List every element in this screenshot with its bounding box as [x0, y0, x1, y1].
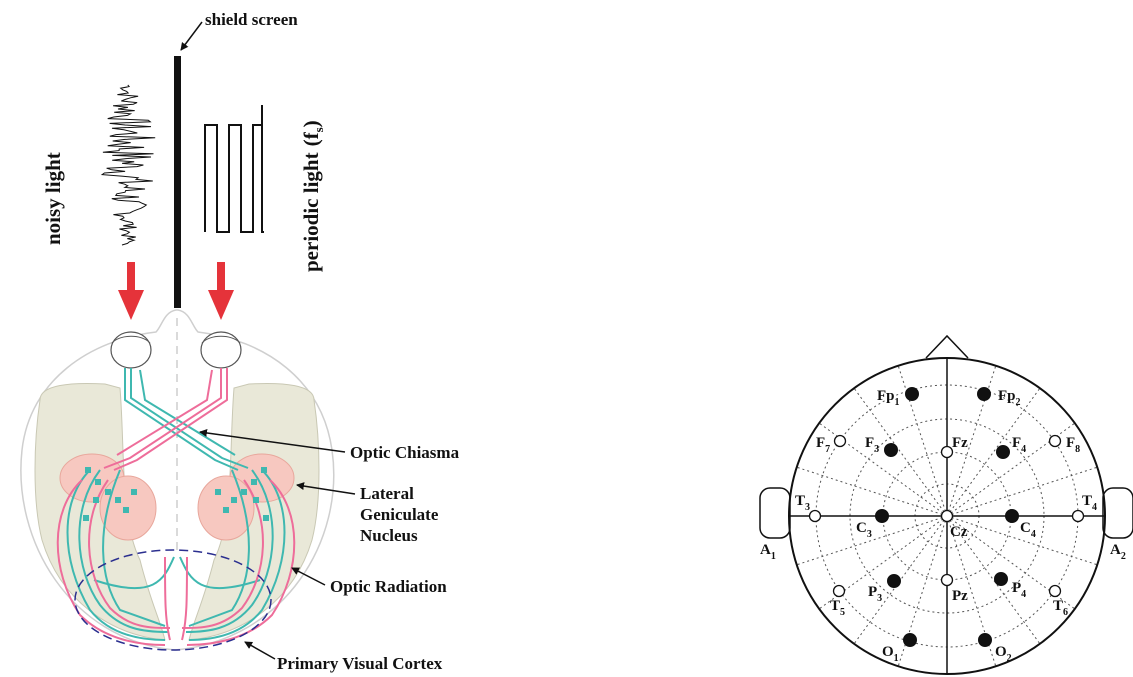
svg-text:P3: P3 — [868, 584, 882, 604]
primary-visual-cortex-label: Primary Visual Cortex — [277, 654, 443, 673]
synapse-marker — [85, 467, 91, 473]
electrode-c4: C4 — [1005, 509, 1036, 540]
synapse-marker — [95, 479, 101, 485]
optic-radiation-pointer — [291, 567, 326, 586]
dotted-radial — [946, 515, 1041, 645]
dotted-radial — [946, 466, 1098, 517]
electrode-t3: T3 — [795, 493, 822, 523]
svg-text:F3: F3 — [865, 435, 879, 455]
left-ear — [759, 487, 791, 539]
nose — [925, 334, 969, 359]
svg-text:F7: F7 — [816, 435, 830, 455]
electrode-t6: T6 — [1048, 584, 1068, 618]
svg-text:C4: C4 — [1020, 520, 1036, 540]
primary-visual-cortex-region — [74, 549, 272, 651]
electrode-t4: T4 — [1071, 493, 1097, 523]
optic-chiasma-pointer — [199, 428, 346, 453]
dotted-radial — [946, 515, 1098, 566]
svg-text:Fp1: Fp1 — [877, 388, 900, 408]
synapse-marker — [131, 489, 137, 495]
right-ear — [1102, 487, 1133, 539]
dotted-radial — [897, 365, 948, 517]
ear-label-a2: A2 — [1110, 542, 1126, 562]
electrode-o1: O1 — [882, 633, 917, 664]
left-eye — [110, 331, 152, 369]
right-eye-arrow — [208, 262, 234, 320]
electrode-f7: F7 — [816, 434, 847, 455]
dotted-radial — [946, 387, 1041, 517]
lgn-label-line1: Lateral — [360, 484, 414, 503]
ear-label-a1: A1 — [760, 542, 776, 562]
synapse-marker — [231, 497, 237, 503]
pink-pathway — [56, 368, 296, 646]
svg-text:F4: F4 — [1012, 435, 1026, 455]
shield-screen-bar — [174, 56, 181, 308]
svg-text:O2: O2 — [995, 644, 1012, 664]
lgn-label-line3: Nucleus — [360, 526, 418, 545]
electrode-t5: T5 — [830, 584, 846, 618]
shield-screen-label: shield screen — [205, 10, 298, 29]
svg-text:F8: F8 — [1066, 435, 1080, 455]
svg-text:T5: T5 — [830, 598, 845, 618]
dotted-radial — [796, 515, 948, 566]
electrode-f3: F3 — [865, 435, 898, 457]
synapse-marker — [253, 497, 259, 503]
electrode-p4: P4 — [994, 572, 1026, 600]
lgn-pointer — [296, 482, 356, 495]
electrode-fz: Fz — [940, 435, 968, 459]
synapse-marker — [263, 515, 269, 521]
svg-text:C3: C3 — [856, 520, 872, 540]
eeg-montage-diagram: Fp1 Fp2 F7 F3 Fz F4 F8 T3 — [759, 334, 1133, 675]
periodic-light-waveform — [204, 105, 264, 233]
right-eye — [200, 331, 242, 369]
left-eye-arrow — [118, 262, 144, 320]
svg-text:Cz: Cz — [950, 524, 968, 540]
synapse-markers — [83, 467, 269, 521]
svg-text:Pz: Pz — [952, 588, 968, 604]
synapse-marker — [93, 497, 99, 503]
svg-text:T3: T3 — [795, 493, 810, 513]
synapse-marker — [123, 507, 129, 513]
svg-text:T6: T6 — [1053, 598, 1068, 618]
svg-text:P4: P4 — [1012, 580, 1026, 600]
dotted-radial — [853, 387, 948, 517]
electrode-cz: Cz — [940, 509, 968, 540]
synapse-marker — [261, 467, 267, 473]
electrode-fp2: Fp2 — [977, 387, 1021, 408]
electrode-c3: C3 — [856, 509, 889, 540]
synapse-marker — [251, 479, 257, 485]
lgn-label-line2: Geniculate — [360, 505, 439, 524]
svg-text:Fp2: Fp2 — [998, 388, 1021, 408]
primary-visual-cortex-pointer — [244, 641, 276, 660]
dotted-radial — [796, 466, 948, 517]
noisy-light-label: noisy light — [41, 152, 65, 245]
optic-chiasma-label: Optic Chiasma — [350, 443, 460, 462]
periodic-light-label: periodic light(fs) — [299, 120, 326, 272]
electrode-fp1: Fp1 — [877, 387, 919, 408]
synapse-marker — [215, 489, 221, 495]
noisy-light-waveform — [100, 84, 156, 246]
dotted-radial — [853, 515, 948, 645]
svg-text:Fz: Fz — [952, 435, 968, 451]
electrode-f4: F4 — [996, 435, 1026, 459]
svg-text:T4: T4 — [1082, 493, 1097, 513]
shield-screen-pointer — [180, 21, 203, 51]
synapse-marker — [223, 507, 229, 513]
synapse-marker — [241, 489, 247, 495]
optic-radiation-label: Optic Radiation — [330, 577, 447, 596]
visual-pathway-diagram: shield screen noisy light periodic light… — [20, 10, 460, 673]
electrode-p3: P3 — [868, 574, 901, 604]
synapse-marker — [105, 489, 111, 495]
electrode-o2: O2 — [978, 633, 1012, 664]
electrode-f8: F8 — [1048, 434, 1080, 455]
synapse-marker — [115, 497, 121, 503]
svg-text:O1: O1 — [882, 644, 899, 664]
electrode-pz: Pz — [940, 573, 968, 604]
synapse-marker — [83, 515, 89, 521]
